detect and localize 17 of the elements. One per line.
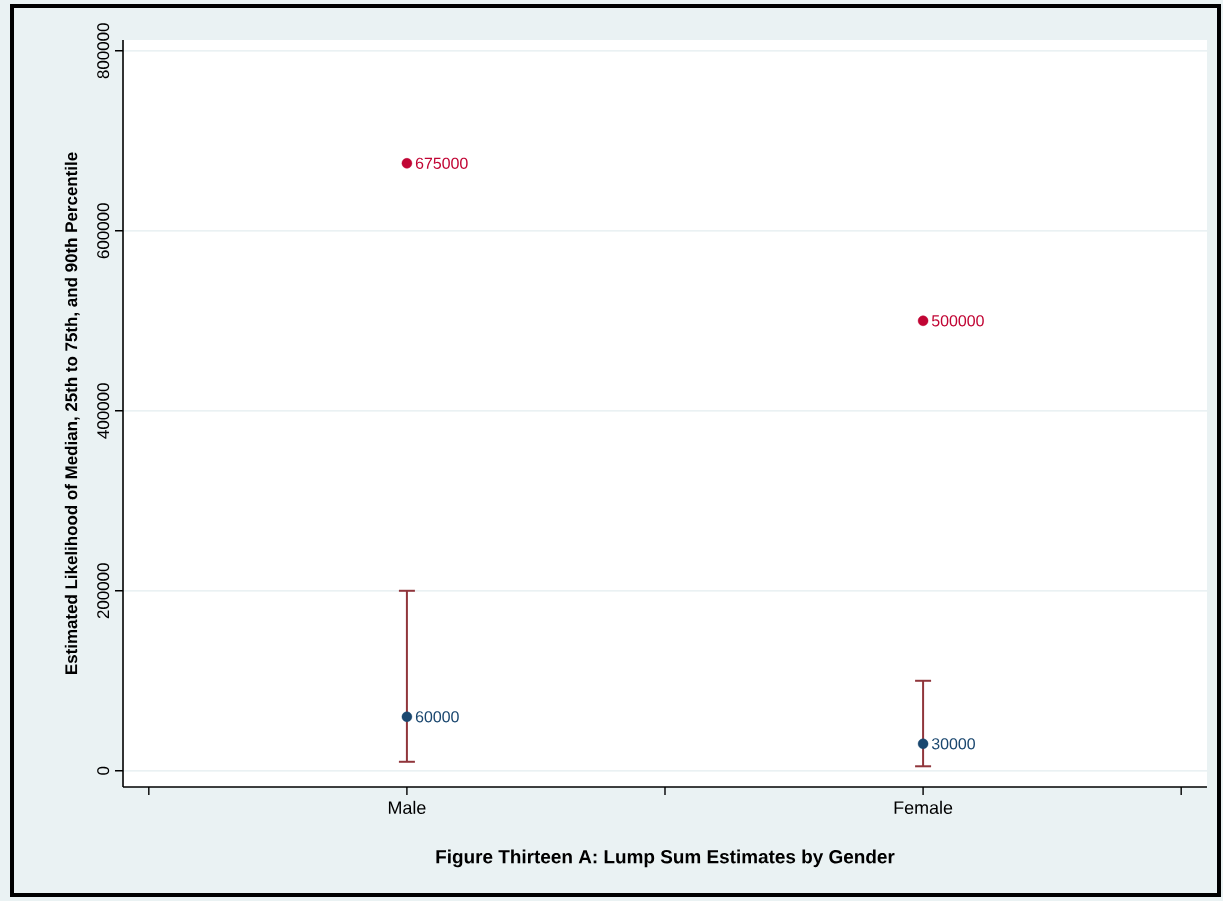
data-label: 675000 — [415, 157, 468, 169]
data-label: 30000 — [931, 738, 975, 750]
point — [401, 158, 413, 169]
x-tick-label: Male — [388, 800, 426, 814]
y-tick-label: 400000 — [97, 383, 110, 439]
x-axis-title: Figure Thirteen A: Lump Sum Estimates by Gender — [436, 849, 895, 868]
point — [917, 315, 929, 326]
y-tick-label: 200000 — [97, 563, 110, 619]
data-label: 500000 — [931, 315, 984, 327]
x-tick-label: Female — [894, 800, 953, 814]
y-axis-title: Estimated Likelihood of Median, 25th to 75th, and 90th Percentile — [64, 152, 80, 674]
y-tick-label: 600000 — [97, 203, 110, 259]
y-tick-label: 0 — [97, 766, 110, 775]
point — [401, 711, 413, 722]
y-tick-label: 800000 — [97, 23, 110, 79]
point — [917, 738, 929, 749]
data-label: 60000 — [415, 711, 459, 723]
